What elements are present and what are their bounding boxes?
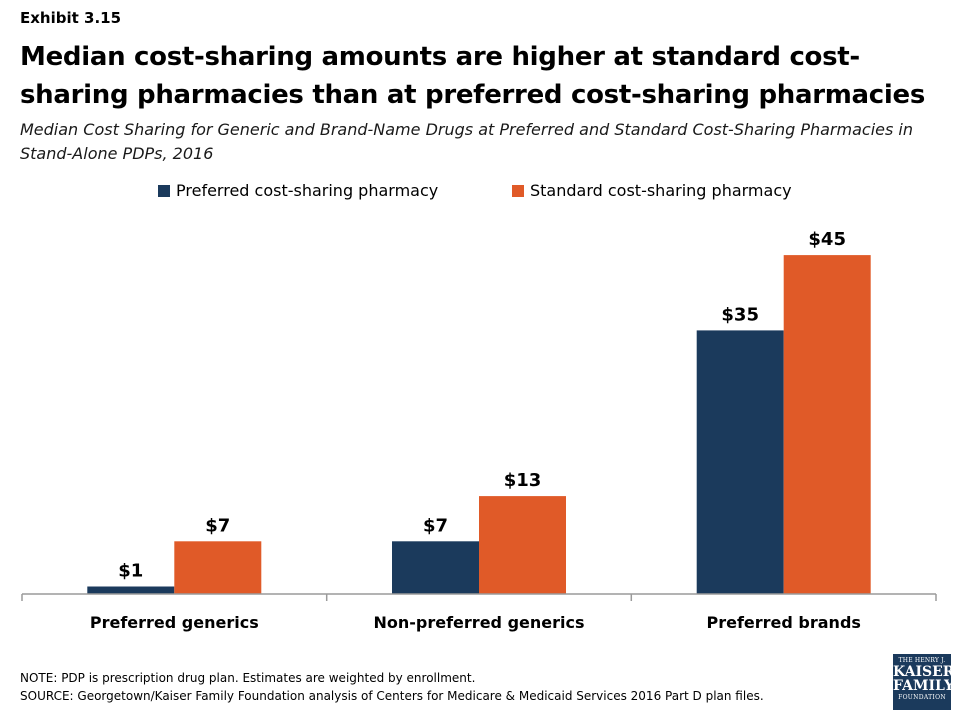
data-label-standard-2: $45 [808,229,846,250]
logo-line-4: FOUNDATION [898,694,946,701]
data-label-standard-0: $7 [205,515,230,536]
chart-title: Median cost-sharing amounts are higher a… [20,42,926,110]
bar-standard-0 [174,541,262,594]
legend-item-standard: Standard cost-sharing pharmacy [512,180,792,202]
chart-legend: Preferred cost-sharing pharmacy Standard… [0,180,960,202]
source-text: SOURCE: Georgetown/Kaiser Family Foundat… [20,689,764,703]
legend-swatch-preferred [158,185,170,197]
data-label-preferred-2: $35 [721,304,759,325]
exhibit-label: Exhibit 3.15 [20,9,122,27]
category-label-2: Preferred brands [706,613,860,632]
logo-line-3: FAMILY [893,678,954,694]
legend-item-preferred: Preferred cost-sharing pharmacy [158,180,438,202]
kff-logo: THE HENRY J. KAISER FAMILY FOUNDATION [893,654,955,710]
data-label-standard-1: $13 [504,470,542,491]
legend-label-preferred: Preferred cost-sharing pharmacy [176,181,439,200]
note-text: NOTE: PDP is prescription drug plan. Est… [20,671,476,685]
logo-line-1: THE HENRY J. [898,657,946,664]
chart-subtitle: Median Cost Sharing for Generic and Bran… [20,120,913,163]
bar-standard-1 [479,496,566,594]
category-label-0: Preferred generics [90,613,259,632]
bar-preferred-2 [696,330,784,594]
category-label-1: Non-preferred generics [373,613,584,632]
bar-standard-2 [783,255,871,594]
data-label-preferred-0: $1 [118,561,143,582]
bar-preferred-0 [87,586,175,594]
footnote: NOTE: PDP is prescription drug plan. Est… [20,669,880,705]
data-label-preferred-1: $7 [423,515,448,536]
legend-label-standard: Standard cost-sharing pharmacy [530,181,792,200]
bar-preferred-1 [392,541,479,594]
logo-line-2: KAISER [893,664,955,680]
legend-swatch-standard [512,185,524,197]
